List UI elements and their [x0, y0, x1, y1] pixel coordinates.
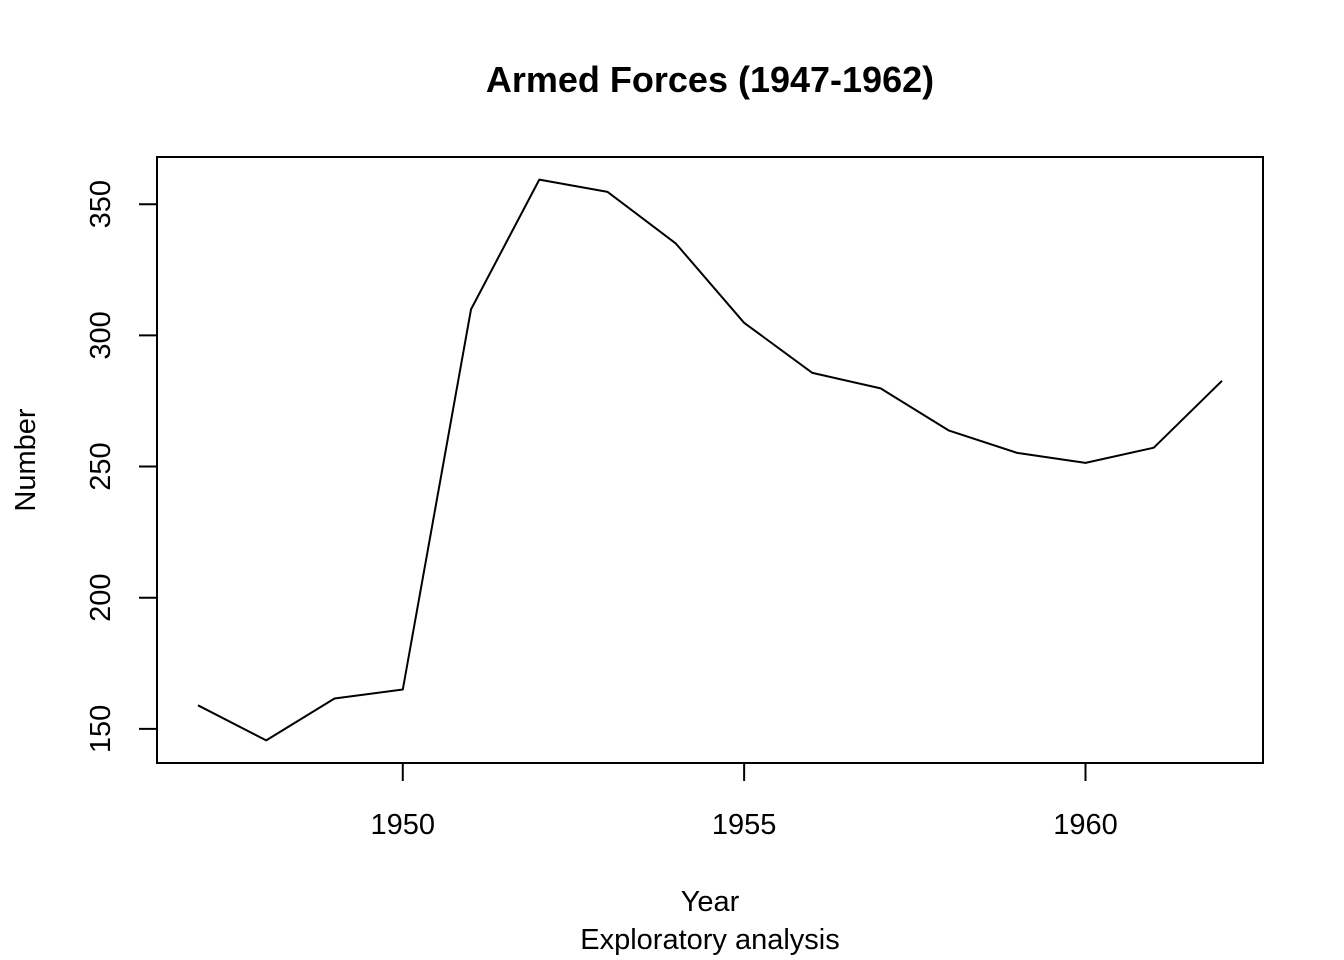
x-axis-label: Year: [681, 886, 740, 918]
x-tick-label-1955: 1955: [712, 809, 777, 841]
x-tick-label-1960: 1960: [1053, 809, 1118, 841]
x-axis: 1950 1955 1960: [371, 763, 1118, 841]
y-axis: 150 200 250 300 350: [85, 180, 157, 753]
y-tick-label-200: 200: [85, 574, 117, 622]
y-tick-label-150: 150: [85, 705, 117, 753]
y-tick-label-300: 300: [85, 311, 117, 359]
plot-frame: [156, 156, 1264, 764]
chart-title: Armed Forces (1947-1962): [486, 59, 934, 100]
x-axis-sublabel: Exploratory analysis: [580, 924, 840, 956]
series-layer: [197, 178, 1223, 742]
y-tick-label-250: 250: [85, 442, 117, 490]
y-tick-label-350: 350: [85, 180, 117, 228]
series-line-0: [197, 178, 1223, 742]
y-axis-label: Number: [10, 408, 42, 511]
x-tick-label-1950: 1950: [371, 809, 436, 841]
